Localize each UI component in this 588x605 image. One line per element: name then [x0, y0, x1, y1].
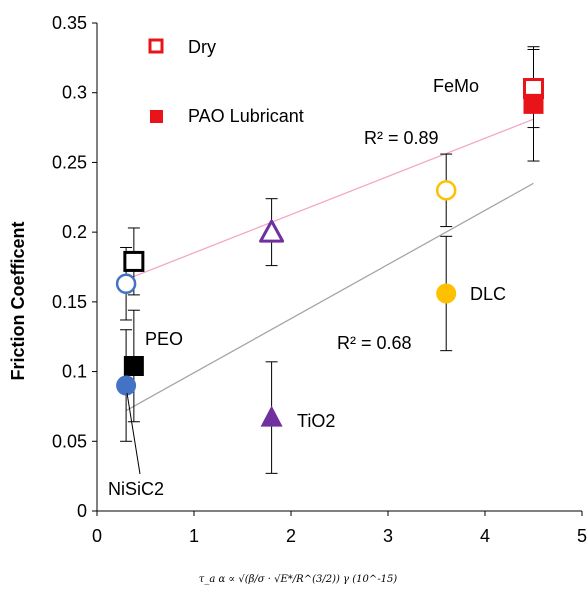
- point-pao-nisic2: [116, 375, 137, 396]
- point-pao-tio2: [260, 405, 283, 427]
- label-femo: FeMo: [433, 76, 479, 96]
- y-tick-label: 0.05: [52, 431, 87, 451]
- nisic2-leader-line: [126, 392, 141, 475]
- y-tick-label: 0: [77, 501, 87, 521]
- legend-pao-marker: [150, 110, 163, 123]
- x-tick-label: 0: [92, 526, 102, 546]
- y-axis-label: Friction Coefficent: [8, 221, 28, 380]
- error-bars: [120, 46, 540, 474]
- legend-dry-marker: [148, 38, 164, 54]
- tick-labels: 0 0.05 0.1 0.15 0.2 0.25 0.3 0.35 0 1 2 3 4 5: [52, 13, 587, 546]
- point-dry-peo: [123, 250, 145, 272]
- legend: Dry PAO Lubricant: [148, 37, 304, 126]
- y-tick-label: 0.2: [62, 222, 87, 242]
- axes: [92, 22, 583, 516]
- label-nisic2: NiSiC2: [108, 479, 164, 499]
- trendline-pao: [125, 182, 534, 412]
- legend-pao-label: PAO Lubricant: [188, 106, 304, 126]
- x-tick-label: 5: [577, 526, 587, 546]
- x-axis-label: τ_a α ∝ √(β/σ · √E*/R^(3/2)) γ (10^-15): [199, 574, 398, 585]
- x-tick-label: 2: [286, 526, 296, 546]
- point-pao-dlc: [436, 283, 457, 304]
- point-pao-peo: [123, 355, 144, 376]
- point-dry-dlc: [435, 180, 457, 201]
- y-tick-label: 0.35: [52, 13, 87, 33]
- legend-dry-label: Dry: [188, 37, 216, 57]
- label-dlc: DLC: [470, 284, 506, 304]
- label-peo: PEO: [145, 329, 183, 349]
- y-tick-label: 0.3: [62, 83, 87, 103]
- data-points: [115, 78, 544, 427]
- y-tick-label: 0.25: [52, 152, 87, 172]
- x-tick-label: 4: [480, 526, 490, 546]
- r2-dry-label: R² = 0.89: [364, 128, 439, 148]
- point-pao-femo: [523, 93, 544, 114]
- point-dry-tio2: [259, 219, 285, 243]
- y-tick-label: 0.15: [52, 292, 87, 312]
- point-dry-nisic2: [115, 273, 137, 294]
- x-tick-label: 1: [189, 526, 199, 546]
- x-tick-label: 3: [383, 526, 393, 546]
- r2-pao-label: R² = 0.68: [337, 333, 412, 353]
- trendline-dry: [125, 118, 534, 281]
- trendlines: [125, 118, 534, 412]
- label-tio2: TiO2: [297, 411, 335, 431]
- y-tick-label: 0.1: [62, 362, 87, 382]
